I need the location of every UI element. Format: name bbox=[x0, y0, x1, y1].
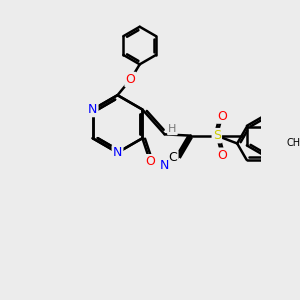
Text: O: O bbox=[217, 149, 227, 162]
Text: C: C bbox=[169, 151, 177, 164]
Text: O: O bbox=[217, 110, 227, 123]
Text: H: H bbox=[168, 124, 177, 134]
Text: S: S bbox=[213, 129, 221, 142]
Text: CH₃: CH₃ bbox=[286, 139, 300, 148]
Text: O: O bbox=[126, 73, 136, 86]
Text: N: N bbox=[159, 159, 169, 172]
Text: N: N bbox=[88, 103, 97, 116]
Text: O: O bbox=[145, 155, 155, 168]
Text: N: N bbox=[113, 146, 122, 159]
